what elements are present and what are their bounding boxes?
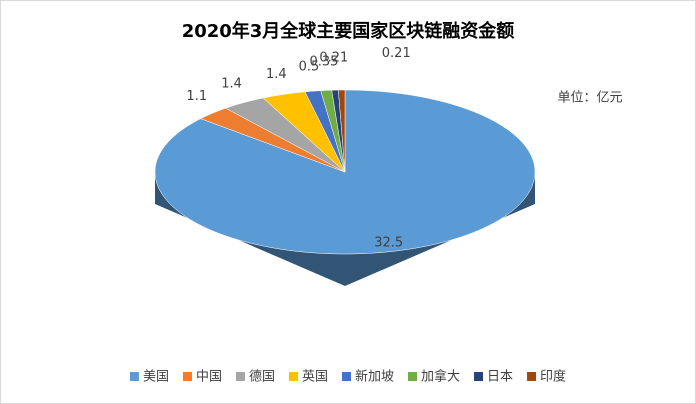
legend-swatch (129, 372, 139, 381)
pie-tops (154, 89, 536, 255)
pie-sides (155, 172, 535, 286)
legend-label: 加拿大 (421, 369, 460, 385)
unit-label: 单位：亿元 (557, 91, 622, 106)
data-label: 0.21 (319, 50, 348, 65)
legend-label: 日本 (487, 370, 513, 385)
pie-slice (262, 91, 346, 173)
legend-label: 英国 (302, 370, 328, 385)
pie-slice (338, 89, 346, 173)
legend-label: 德国 (249, 370, 275, 385)
pie-slice (225, 97, 346, 173)
legend-swatch (527, 372, 537, 381)
data-label: 0.5 (299, 60, 320, 75)
legend-swatch (474, 372, 484, 381)
legend-swatch (288, 372, 298, 381)
data-label: 0.35 (309, 55, 338, 70)
pie-slice-side (155, 172, 535, 286)
legend-label: 印度 (540, 369, 566, 385)
legend-swatch (182, 372, 192, 381)
legend-swatch (408, 372, 418, 381)
data-label: 32.5 (374, 235, 403, 250)
chart-title: 2020年3月全球主要国家区块链融资金额 (182, 20, 515, 42)
data-label: 1.4 (266, 67, 287, 82)
data-label: 0.21 (382, 46, 411, 61)
legend-label: 美国 (143, 370, 169, 385)
data-label: 1.4 (221, 77, 242, 92)
legend-label: 中国 (196, 370, 222, 385)
pie-slice (200, 107, 346, 173)
legend-label: 新加坡 (355, 369, 394, 385)
legend: 美国 中国 德国 英国 新加坡 加拿大 日本 印度 (129, 369, 566, 385)
legend-swatch (235, 372, 245, 381)
legend-swatch (342, 372, 351, 381)
data-label: 1.1 (186, 89, 207, 104)
